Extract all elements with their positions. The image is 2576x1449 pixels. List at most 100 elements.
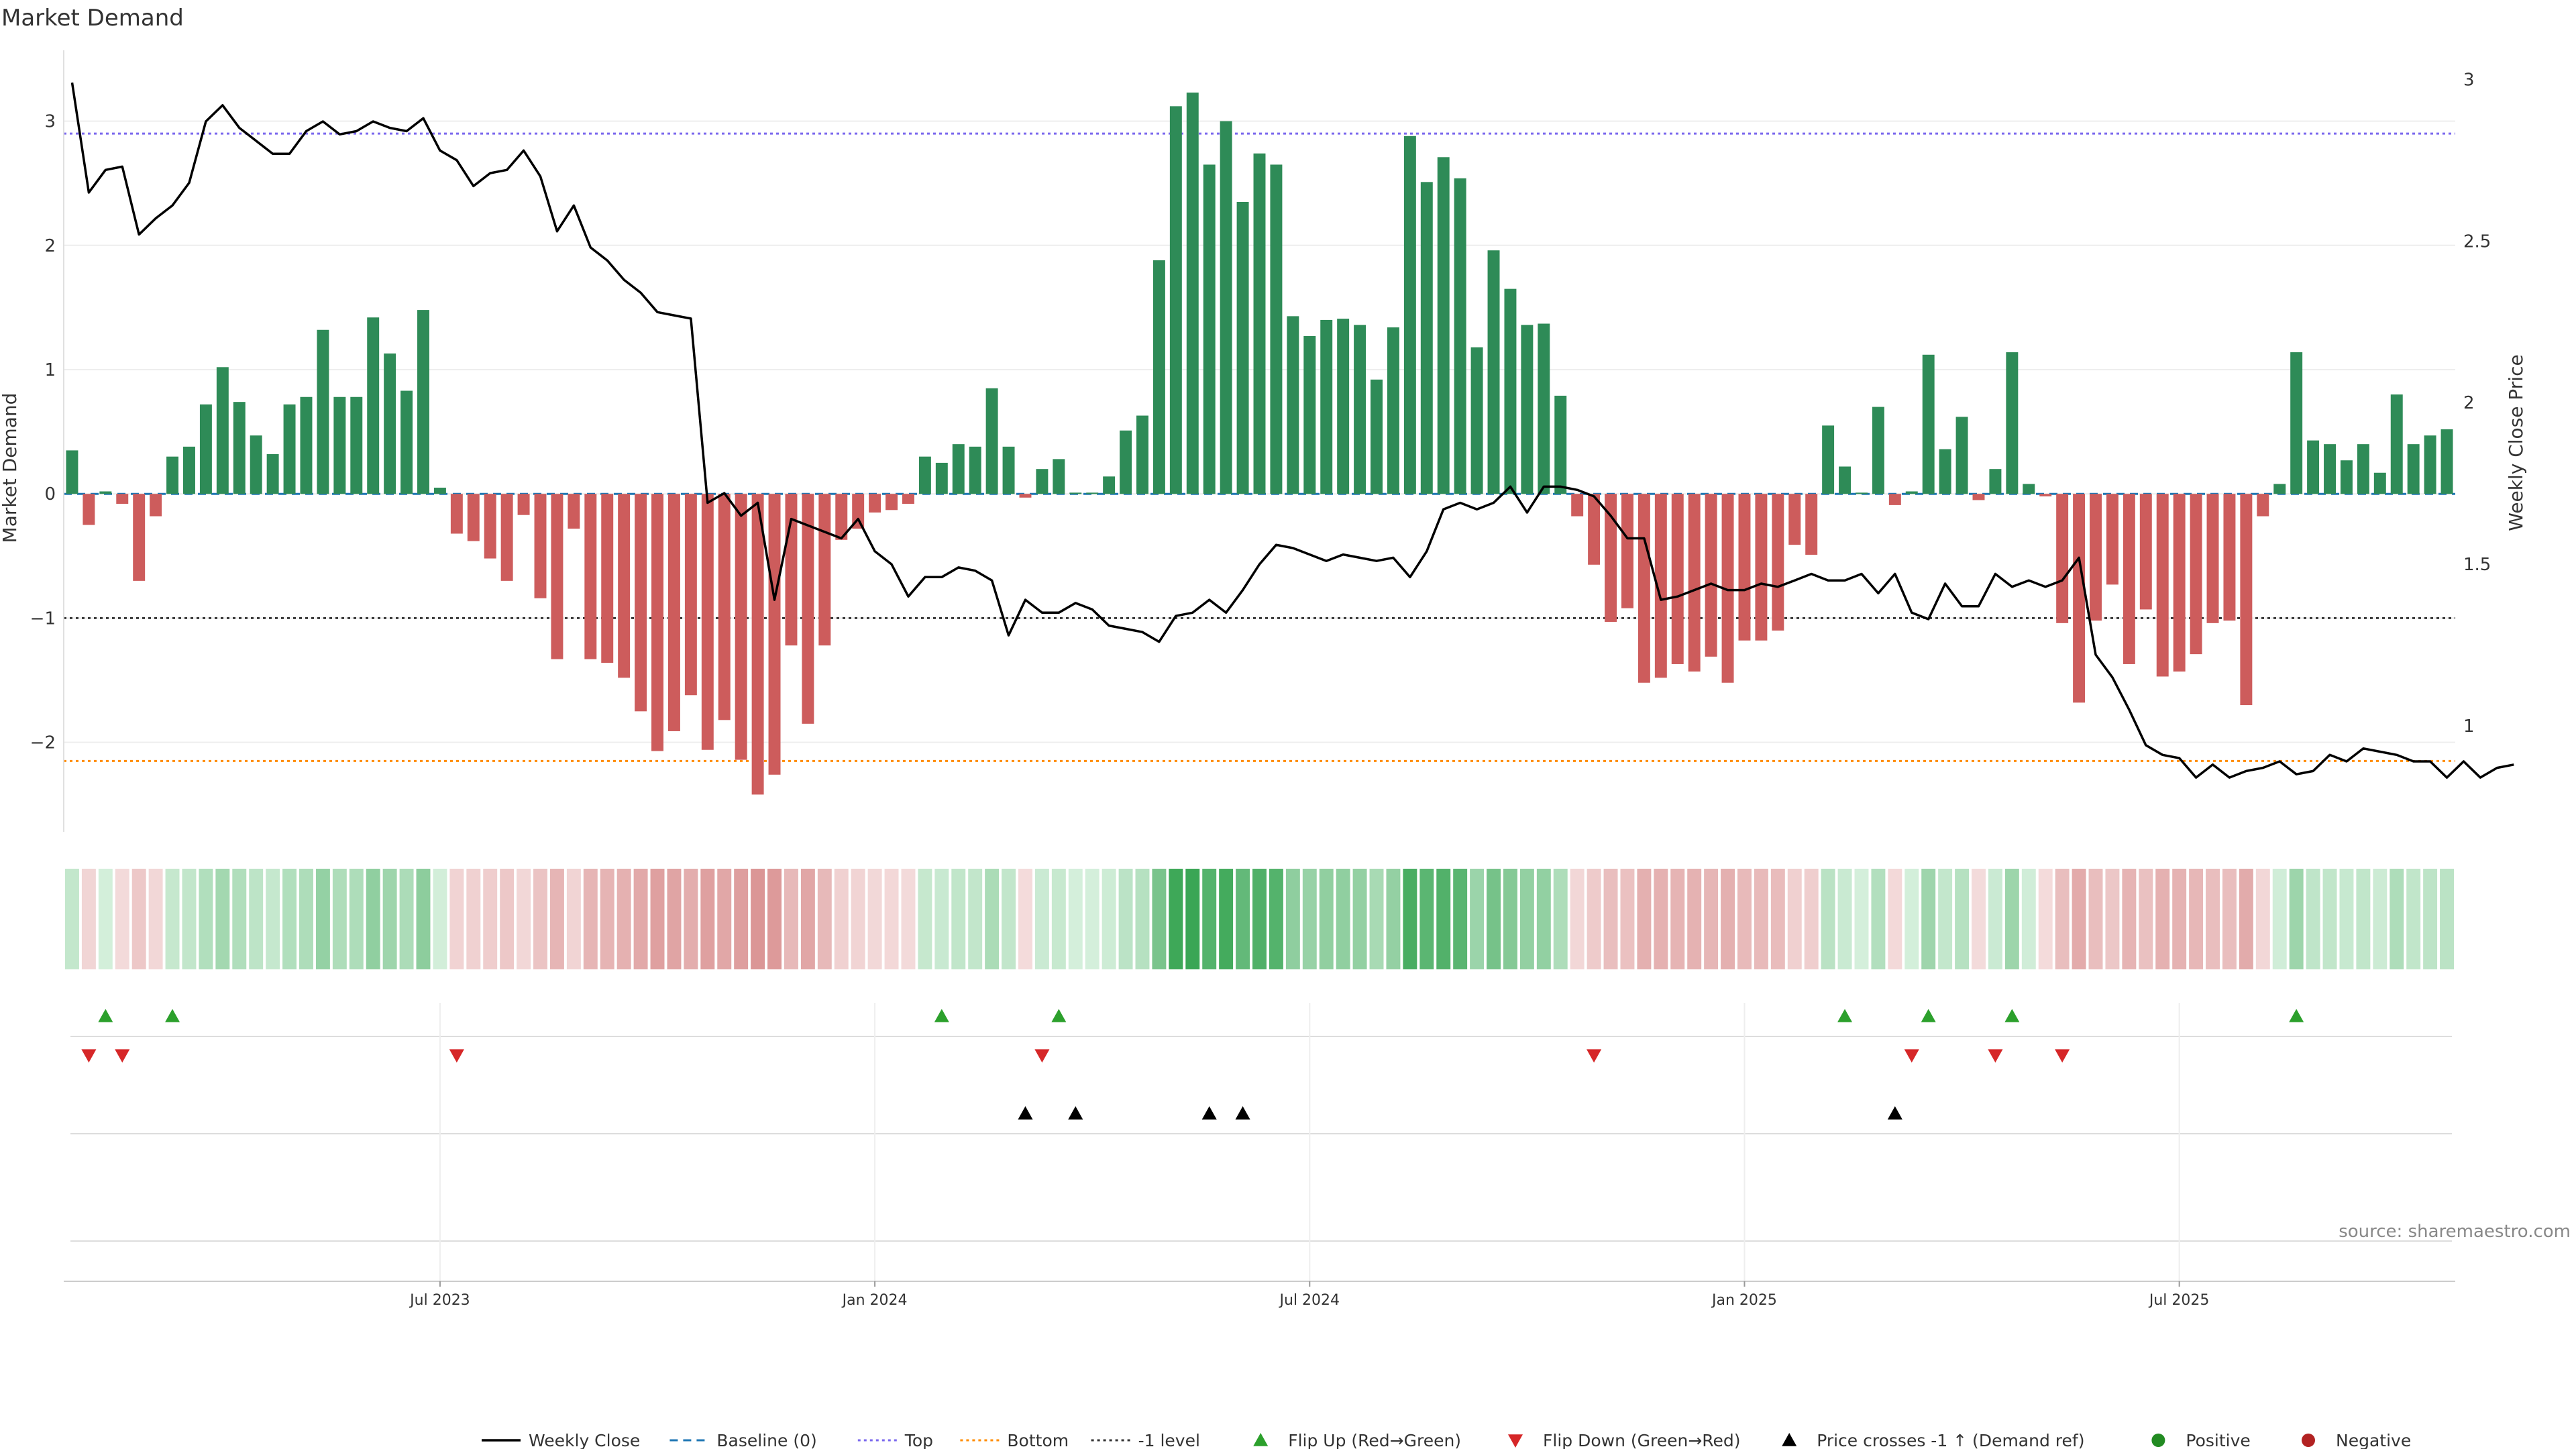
heat-cell <box>1202 869 1217 969</box>
heat-cell <box>315 869 330 969</box>
demand-bar <box>283 404 296 494</box>
demand-bar <box>1939 449 1951 494</box>
y2-tick-label: 2 <box>2463 393 2475 413</box>
demand-bar <box>1822 425 1835 494</box>
y2-tick-label: 2.5 <box>2463 231 2491 252</box>
heat-cell <box>416 869 431 969</box>
demand-bar <box>400 390 413 494</box>
heat-cell <box>968 869 983 969</box>
flip-up-marker <box>2004 1009 2020 1022</box>
heat-cell <box>1102 869 1116 969</box>
heat-cell <box>1721 869 1735 969</box>
cross-marker <box>1235 1106 1250 1120</box>
demand-bar <box>2123 494 2135 664</box>
heat-cell <box>684 869 698 969</box>
heat-cell <box>1921 869 1936 969</box>
legend-label: Flip Up (Red→Green) <box>1288 1431 1461 1449</box>
demand-bar <box>1403 136 1416 494</box>
flip-down-marker <box>1904 1049 1919 1063</box>
demand-bar <box>1186 92 1199 494</box>
demand-bar <box>183 446 195 494</box>
demand-bar <box>1371 379 1383 494</box>
heat-cell <box>700 869 715 969</box>
heat-cell <box>299 869 313 969</box>
heat-cell <box>332 869 347 969</box>
heat-cell <box>616 869 631 969</box>
demand-bar <box>1605 494 1617 622</box>
heat-cell <box>1603 869 1618 969</box>
demand-bar <box>367 317 380 494</box>
demand-bar <box>1839 466 1851 494</box>
heat-cell <box>81 869 96 969</box>
y-tick-label: 1 <box>44 360 56 380</box>
y-tick-label: 2 <box>44 236 56 256</box>
heat-cell <box>884 869 899 969</box>
heat-cell <box>1285 869 1300 969</box>
demand-bar <box>1203 164 1216 494</box>
legend-item: Bottom <box>960 1431 1069 1449</box>
heat-cell <box>1553 869 1568 969</box>
demand-bar <box>1922 354 1935 494</box>
flip-up-marker <box>2289 1009 2304 1022</box>
demand-bar <box>417 310 429 494</box>
demand-bar <box>785 494 798 646</box>
demand-bar <box>1136 415 1148 494</box>
heat-cell <box>1269 869 1283 969</box>
heat-cell <box>2072 869 2086 969</box>
demand-bar <box>1705 494 1717 657</box>
y2-axis-label: Weekly Close Price <box>2505 354 2527 531</box>
demand-bar <box>1721 494 1734 683</box>
demand-bar <box>2424 435 2436 494</box>
left-axis: −2 −1 0 1 2 3 <box>30 50 64 832</box>
heat-cell <box>1837 869 1852 969</box>
legend-swatch-positive <box>2151 1434 2165 1447</box>
heat-cell <box>1319 869 1334 969</box>
legend-item: Positive <box>2151 1431 2251 1449</box>
demand-bar <box>601 494 614 663</box>
demand-bar <box>568 494 580 529</box>
flip-down-marker <box>1988 1049 2003 1063</box>
heat-cell <box>1252 869 1267 969</box>
heat-cell <box>2122 869 2137 969</box>
demand-bar <box>2257 494 2269 517</box>
heat-cell <box>667 869 682 969</box>
flip-up-marker <box>1921 1009 1936 1022</box>
heat-cell <box>2272 869 2287 969</box>
source-label: source: sharemaestro.com <box>2339 1222 2571 1242</box>
demand-bar <box>517 494 530 515</box>
heat-cell <box>2055 869 2070 969</box>
demand-bar <box>618 494 631 678</box>
heat-cell <box>817 869 832 969</box>
heat-cell <box>1804 869 1819 969</box>
legend-item: Top <box>857 1431 933 1449</box>
demand-bar <box>701 494 714 750</box>
legend-swatch-cross <box>1782 1433 1797 1446</box>
demand-bar <box>985 388 998 494</box>
heat-cell <box>2289 869 2304 969</box>
heat-cell <box>1821 869 1835 969</box>
demand-bar <box>250 435 262 494</box>
heat-cell <box>2222 869 2237 969</box>
heat-cell <box>1654 869 1668 969</box>
demand-bar <box>2440 429 2453 494</box>
heat-cell <box>784 869 798 969</box>
heat-cell <box>249 869 264 969</box>
heat-cell <box>566 869 581 969</box>
heat-cell <box>600 869 614 969</box>
demand-bar <box>2090 494 2102 621</box>
demand-bar <box>500 494 513 581</box>
heat-cell <box>500 869 515 969</box>
heat-cell <box>1219 869 1234 969</box>
heat-cell <box>918 869 932 969</box>
heat-cell <box>1754 869 1768 969</box>
heat-cell <box>98 869 113 969</box>
heat-cell <box>650 869 665 969</box>
demand-bar <box>852 494 865 529</box>
heat-cell <box>1888 869 1902 969</box>
heat-cell <box>433 869 447 969</box>
demand-bar <box>266 453 279 494</box>
demand-bar <box>918 456 931 494</box>
flip-down-marker <box>1587 1049 1602 1063</box>
demand-bar <box>1103 476 1116 494</box>
demand-bar <box>1972 494 1985 500</box>
